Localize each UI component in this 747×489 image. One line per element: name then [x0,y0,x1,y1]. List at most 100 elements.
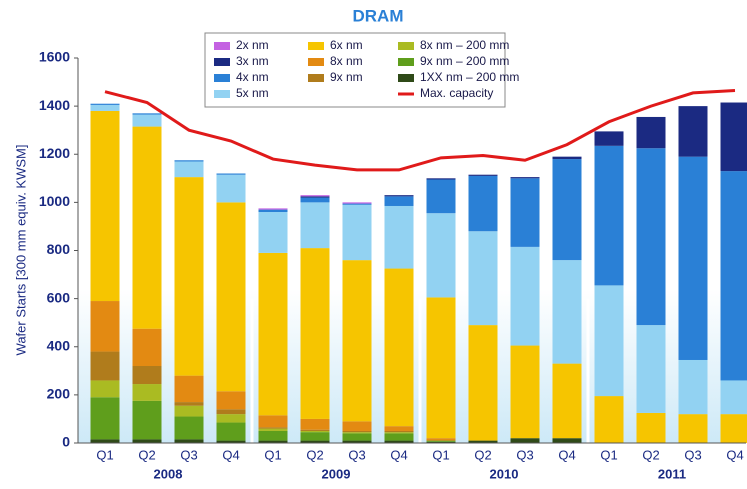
bar-segment [301,430,330,431]
group-label: 2009 [322,466,351,481]
y-tick-label: 1200 [39,145,70,161]
bar-segment [91,397,120,439]
bar-segment [91,439,120,443]
y-axis-label: Wafer Starts [300 mm equiv. KWSM] [13,145,28,356]
legend-label: 9x nm – 200 mm [420,54,509,68]
bar-segment [301,198,330,203]
bar-segment [91,352,120,381]
bar-segment [511,177,540,178]
bar-segment [133,329,162,366]
bar-segment [385,433,414,440]
legend-swatch [214,90,230,98]
legend-swatch [398,58,414,66]
y-tick-label: 0 [62,434,70,450]
bar-segment [301,419,330,430]
bar-segment [301,248,330,419]
bar-segment [91,380,120,397]
bar-segment [679,360,708,414]
bar-segment [343,431,372,432]
bar-segment [91,111,120,301]
legend-label: 9x nm [330,70,363,84]
legend-label: 2x nm [236,38,269,52]
bar-segment [427,441,456,442]
legend-label: 5x nm [236,86,269,100]
bar-segment [511,346,540,439]
legend-swatch [214,58,230,66]
x-tick-label: Q4 [390,447,407,462]
y-tick-label: 1000 [39,193,70,209]
bar-segment [385,426,414,431]
bar-segment [91,104,120,105]
bar-segment [511,178,540,247]
bar-segment [175,177,204,376]
bar-segment [301,431,330,432]
bar-segment [259,431,288,441]
bar-segment [511,247,540,346]
bar-segment [133,113,162,114]
group-label: 2011 [658,466,686,481]
legend-label: Max. capacity [420,86,493,100]
bar-segment [427,438,456,440]
legend-label: 3x nm [236,54,269,68]
bar-segment [469,325,498,441]
bar-segment [721,103,747,172]
y-tick-label: 600 [47,289,71,305]
x-tick-label: Q2 [642,447,659,462]
bar-segment [259,208,288,209]
bar-segment [133,401,162,440]
bar-segment [133,384,162,401]
y-tick-label: 400 [47,337,71,353]
legend-swatch [214,42,230,50]
bar-segment [385,195,414,196]
legend-label: 6x nm [330,38,363,52]
bar-segment [343,202,372,203]
group-label: 2008 [154,466,183,481]
x-tick-label: Q4 [558,447,575,462]
bar-segment [343,205,372,260]
bar-segment [385,432,414,433]
y-tick-label: 200 [47,386,71,402]
bar-segment [511,438,540,443]
bar-segment [175,439,204,443]
bar-segment [721,171,747,380]
bar-segment [679,414,708,443]
x-tick-label: Q2 [474,447,491,462]
bar-segment [343,432,372,433]
bar-segment [217,414,246,422]
y-tick-label: 800 [47,241,71,257]
bar-segment [259,210,288,212]
legend-swatch [398,42,414,50]
bar-segment [637,148,666,325]
bar-segment [259,429,288,431]
bar-segment [175,161,204,177]
bar-segment [721,380,747,414]
bar-segment [427,297,456,438]
bar-segment [679,106,708,157]
x-tick-label: Q3 [180,447,197,462]
bar-segment [259,427,288,428]
x-tick-label: Q3 [684,447,701,462]
bar-segment [217,391,246,409]
bar-segment [175,160,204,161]
x-tick-label: Q4 [726,447,743,462]
x-tick-label: Q3 [348,447,365,462]
bar-segment [595,131,624,145]
bar-segment [469,231,498,325]
x-tick-label: Q1 [600,447,617,462]
bar-segment [637,413,666,443]
bar-segment [595,285,624,396]
bar-segment [133,366,162,384]
x-tick-label: Q1 [96,447,113,462]
bar-segment [679,157,708,360]
bar-segment [385,269,414,427]
bar-segment [595,396,624,443]
chart-title: DRAM [353,6,404,25]
bar-segment [553,438,582,443]
bar-segment [637,117,666,148]
x-tick-label: Q2 [138,447,155,462]
bar-segment [133,127,162,329]
bar-segment [301,432,330,440]
legend-swatch [308,74,324,82]
bar-segment [91,301,120,352]
